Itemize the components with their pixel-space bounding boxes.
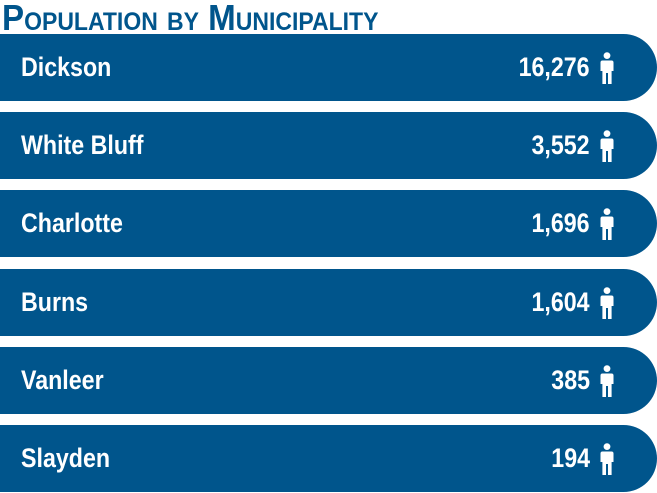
value-label: 3,552 — [531, 130, 590, 161]
bar-row: Dickson 16,276 — [0, 34, 657, 101]
value-label: 16,276 — [518, 52, 590, 82]
category-label: Slayden — [21, 443, 111, 473]
value-label: 385 — [551, 364, 590, 395]
person-icon — [600, 364, 614, 397]
person-icon — [600, 130, 614, 163]
person-icon — [600, 52, 614, 84]
category-label: Vanleer — [21, 364, 104, 395]
person-icon — [600, 208, 614, 241]
bar-row: Vanleer 385 — [0, 346, 657, 414]
value-label: 194 — [551, 443, 590, 473]
bar-row: Burns 1,604 — [0, 268, 657, 336]
category-label: Dickson — [21, 52, 112, 82]
value-label: 1,604 — [531, 286, 590, 317]
bar-row: Slayden 194 — [0, 425, 657, 492]
category-label: White Bluff — [21, 130, 144, 161]
person-icon — [600, 443, 614, 475]
value-label: 1,696 — [531, 208, 590, 239]
bar-row: Charlotte 1,696 — [0, 190, 657, 258]
bar-row: White Bluff 3,552 — [0, 112, 657, 180]
category-label: Burns — [21, 286, 89, 317]
chart-title: Population by Municipality — [2, 0, 379, 38]
category-label: Charlotte — [21, 208, 123, 239]
person-icon — [600, 286, 614, 319]
